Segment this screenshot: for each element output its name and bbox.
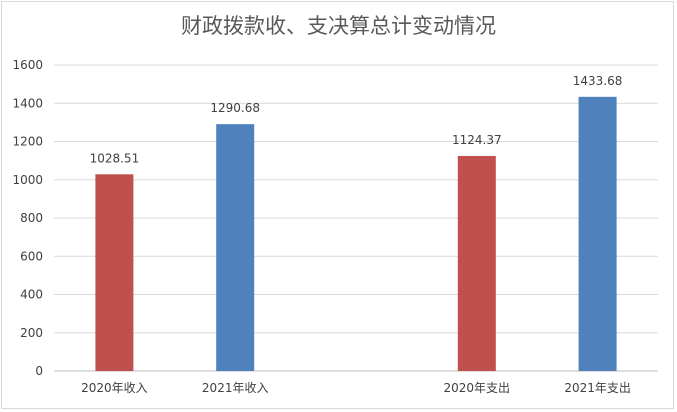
data-label: 1028.51 — [90, 151, 140, 165]
data-label: 1290.68 — [210, 101, 260, 115]
chart-title: 财政拨款收、支决算总计变动情况 — [181, 14, 496, 38]
data-label: 1433.68 — [573, 74, 623, 88]
y-tick-label: 200 — [20, 326, 43, 340]
y-tick-label: 1400 — [12, 96, 43, 110]
y-tick-label: 1200 — [12, 135, 43, 149]
y-tick-label: 400 — [20, 288, 43, 302]
bar — [578, 96, 617, 371]
y-tick-label: 0 — [35, 364, 43, 378]
bar — [216, 124, 255, 372]
y-tick-label: 600 — [20, 249, 43, 263]
y-tick-label: 1000 — [12, 173, 43, 187]
x-tick-label: 2020年收入 — [81, 381, 148, 395]
bar — [95, 174, 134, 371]
bar — [457, 155, 496, 371]
data-label: 1124.37 — [452, 133, 502, 147]
x-tick-label: 2021年收入 — [202, 381, 269, 395]
y-tick-label: 1600 — [12, 58, 43, 72]
y-tick-label: 800 — [20, 211, 43, 225]
x-tick-label: 2021年支出 — [564, 381, 631, 395]
x-tick-label: 2020年支出 — [444, 381, 511, 395]
